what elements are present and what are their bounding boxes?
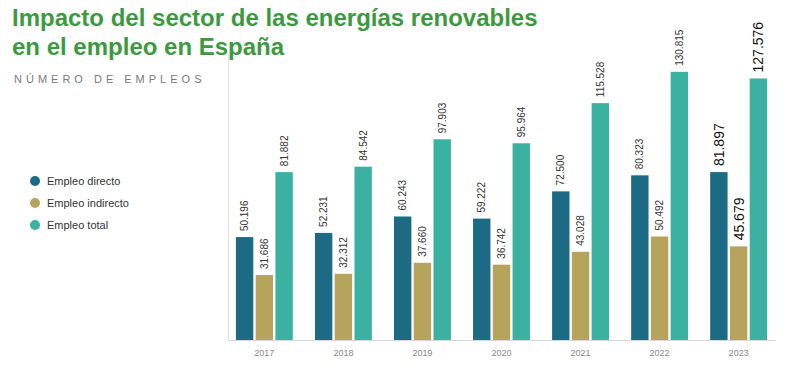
legend-label: Empleo indirecto <box>47 197 129 209</box>
title: Impacto del sector de las energías renov… <box>12 4 538 60</box>
data-label: 130.815 <box>674 29 685 66</box>
x-tick: 2021 <box>571 340 591 358</box>
legend-label: Empleo directo <box>47 175 120 187</box>
bar <box>750 78 767 340</box>
y-axis <box>228 54 229 341</box>
x-axis: 2017 2018 2019 2020 2021 2022 2023 <box>229 340 776 358</box>
legend-swatch <box>30 198 40 208</box>
data-label: 127.576 <box>750 22 766 73</box>
bar <box>730 246 747 340</box>
data-label: 32.312 <box>338 237 349 268</box>
x-tick-label: 2020 <box>491 348 511 358</box>
bar <box>651 236 668 340</box>
data-label: 43.028 <box>575 215 586 246</box>
bar <box>473 219 490 340</box>
bar <box>335 274 352 340</box>
legend-swatch <box>30 176 40 186</box>
bar <box>236 237 253 340</box>
bar <box>513 143 530 340</box>
data-label: 60.243 <box>397 179 408 210</box>
data-label: 115.528 <box>595 61 606 97</box>
bar <box>552 191 569 340</box>
legend-label: Empleo total <box>47 219 108 231</box>
subtitle: NÚMERO DE EMPLEOS <box>14 73 205 85</box>
bar <box>256 275 273 340</box>
bar <box>275 172 292 340</box>
x-tick-label: 2022 <box>650 348 670 358</box>
data-label: 50.492 <box>654 199 665 230</box>
x-tick-label: 2017 <box>254 348 274 358</box>
x-axis-line <box>229 340 776 341</box>
data-label: 72.500 <box>555 154 566 185</box>
x-tick-label: 2023 <box>729 348 749 358</box>
data-label: 97.903 <box>437 102 448 133</box>
x-tick: 2019 <box>412 340 432 358</box>
bar <box>710 172 727 340</box>
x-tick: 2018 <box>333 340 353 358</box>
x-tick: 2020 <box>491 340 511 358</box>
y-axis-line <box>228 54 229 341</box>
legend: Empleo directo Empleo indirecto Empleo tot… <box>30 175 129 231</box>
data-label: 36.742 <box>496 228 507 259</box>
data-label: 81.897 <box>711 123 727 166</box>
data-label: 81.882 <box>279 135 290 166</box>
bar <box>631 175 648 340</box>
chart: Impacto del sector de las energías renov… <box>0 0 800 368</box>
x-tick: 2017 <box>254 340 274 358</box>
data-label: 84.542 <box>358 130 369 161</box>
x-tick-label: 2019 <box>412 348 432 358</box>
data-label: 37.660 <box>417 226 428 257</box>
bar <box>315 233 332 340</box>
x-tick-label: 2018 <box>333 348 353 358</box>
bar <box>394 217 411 340</box>
x-tick: 2023 <box>729 340 749 358</box>
bar <box>354 167 371 340</box>
data-label: 80.323 <box>634 138 645 169</box>
bars <box>236 72 767 340</box>
legend-swatch <box>30 220 40 230</box>
bar <box>572 252 589 340</box>
bar <box>671 72 688 340</box>
bar <box>414 263 431 340</box>
data-label: 45.679 <box>731 197 747 240</box>
data-label: 50.196 <box>239 200 250 231</box>
x-tick: 2022 <box>650 340 670 358</box>
data-label: 31.686 <box>259 238 270 269</box>
x-tick-label: 2021 <box>571 348 591 358</box>
data-labels: 50.196 52.231 60.243 59.222 72.500 80.323 81.8… <box>239 22 766 269</box>
data-label: 59.222 <box>476 182 487 213</box>
data-label: 95.964 <box>516 106 527 137</box>
data-label: 52.231 <box>318 196 329 227</box>
bar <box>434 139 451 340</box>
bar <box>592 103 609 340</box>
bar <box>493 265 510 340</box>
